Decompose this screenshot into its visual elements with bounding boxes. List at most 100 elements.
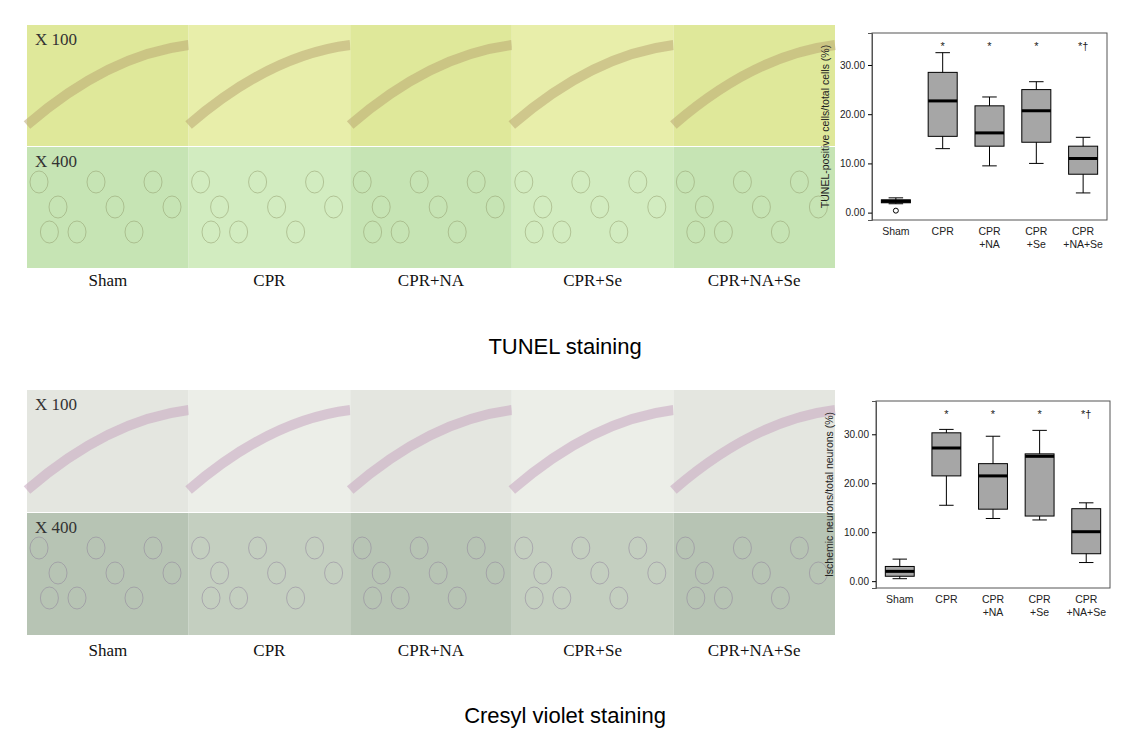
- cell: [106, 562, 124, 584]
- cell-layer: [512, 45, 674, 125]
- magnification-label: X 100: [35, 30, 77, 49]
- micrograph: [27, 147, 189, 268]
- cell: [287, 587, 305, 609]
- cell: [629, 537, 647, 559]
- significance-label: *: [944, 408, 949, 420]
- micrograph: [189, 390, 351, 512]
- y-tick-label: 20.00: [840, 109, 865, 120]
- cell-layer: [350, 410, 512, 490]
- median: [928, 99, 957, 102]
- cell: [268, 562, 286, 584]
- whisker-cap-high: [935, 52, 950, 53]
- cell: [40, 587, 58, 609]
- micrograph: [27, 25, 189, 146]
- cell-layer: [27, 45, 189, 125]
- magnification-label: X 100: [35, 395, 77, 414]
- median: [1072, 530, 1101, 533]
- whisker-cap-low: [939, 505, 953, 506]
- micrograph: [673, 513, 835, 635]
- y-tick-mark: [872, 483, 876, 484]
- y-tick: 0.00: [850, 576, 876, 587]
- cell: [211, 196, 229, 218]
- cell: [249, 537, 267, 559]
- cell: [353, 537, 371, 559]
- outlier: [893, 208, 898, 213]
- cell-layer: [350, 45, 512, 125]
- y-tick-label: 20.00: [844, 478, 869, 489]
- whisker-cap-high: [889, 197, 904, 198]
- cell: [125, 587, 143, 609]
- cell: [325, 562, 343, 584]
- box-group: [885, 559, 914, 579]
- micrograph: [512, 390, 674, 512]
- micrograph: [350, 147, 512, 268]
- cell: [515, 171, 533, 193]
- x-tick-label: CPR+NA+Se: [1063, 225, 1103, 250]
- cell: [202, 587, 220, 609]
- y-tick-mark: [872, 434, 876, 435]
- cell: [790, 537, 808, 559]
- box-group: [928, 53, 957, 149]
- x-tick-label: CPR+NA: [978, 225, 1001, 250]
- cell: [714, 587, 732, 609]
- cell: [192, 171, 210, 193]
- cell: [591, 562, 609, 584]
- median: [1025, 455, 1054, 458]
- cell: [249, 171, 267, 193]
- cell: [410, 171, 428, 193]
- cell: [534, 562, 552, 584]
- group-label: CPR+NA: [398, 271, 465, 290]
- x-tick-label: CPR+NA: [982, 593, 1005, 618]
- significance-label: *: [1037, 408, 1042, 420]
- y-tick-label: 30.00: [844, 429, 869, 440]
- median: [885, 570, 914, 573]
- group-label: Sham: [88, 641, 127, 660]
- cell: [486, 196, 504, 218]
- cell: [364, 587, 382, 609]
- x-tick-label: CPR+NA+Se: [1066, 593, 1106, 618]
- whisker-cap-high: [1079, 502, 1093, 503]
- cell: [733, 171, 751, 193]
- cell: [486, 562, 504, 584]
- x-tick-label: CPR: [935, 593, 958, 605]
- x-tick-label: Sham: [886, 593, 914, 605]
- cell: [287, 221, 305, 243]
- cell: [144, 171, 162, 193]
- box-group: [975, 97, 1004, 166]
- y-tick: 30.00: [844, 429, 876, 440]
- cell: [211, 562, 229, 584]
- figure: X 100X 400ShamCPRCPR+NACPR+SeCPR+NA+SeTU…: [0, 0, 1141, 743]
- cell: [771, 221, 789, 243]
- magnification-label: X 400: [35, 518, 77, 537]
- box-group: [979, 436, 1008, 518]
- cell: [467, 171, 485, 193]
- box-group: [1072, 503, 1101, 563]
- cell: [733, 537, 751, 559]
- whisker-cap-low: [1076, 192, 1091, 193]
- group-label: CPR+NA: [398, 641, 465, 660]
- caption: TUNEL staining: [488, 334, 641, 359]
- whisker-cap-high: [893, 559, 907, 560]
- cell: [525, 221, 543, 243]
- median: [979, 474, 1008, 477]
- whisker-cap-high: [939, 429, 953, 430]
- boxes: [885, 429, 1100, 578]
- cell: [572, 171, 590, 193]
- y-tick-label: 10.00: [840, 158, 865, 169]
- significance-label: *: [987, 40, 992, 52]
- median: [1069, 157, 1098, 160]
- box: [885, 566, 914, 576]
- cell: [714, 221, 732, 243]
- cell-layer: [673, 410, 835, 490]
- cell: [771, 587, 789, 609]
- plot-frame: [876, 401, 1110, 588]
- micrograph: [27, 390, 189, 512]
- magnification-label: X 400: [35, 152, 77, 171]
- cell: [553, 221, 571, 243]
- y-tick-mark: [868, 163, 872, 164]
- cell: [40, 221, 58, 243]
- median: [1022, 109, 1051, 112]
- y-tick-mark: [868, 114, 872, 115]
- whisker-cap-high: [1032, 430, 1046, 431]
- whisker-cap-high: [982, 96, 997, 97]
